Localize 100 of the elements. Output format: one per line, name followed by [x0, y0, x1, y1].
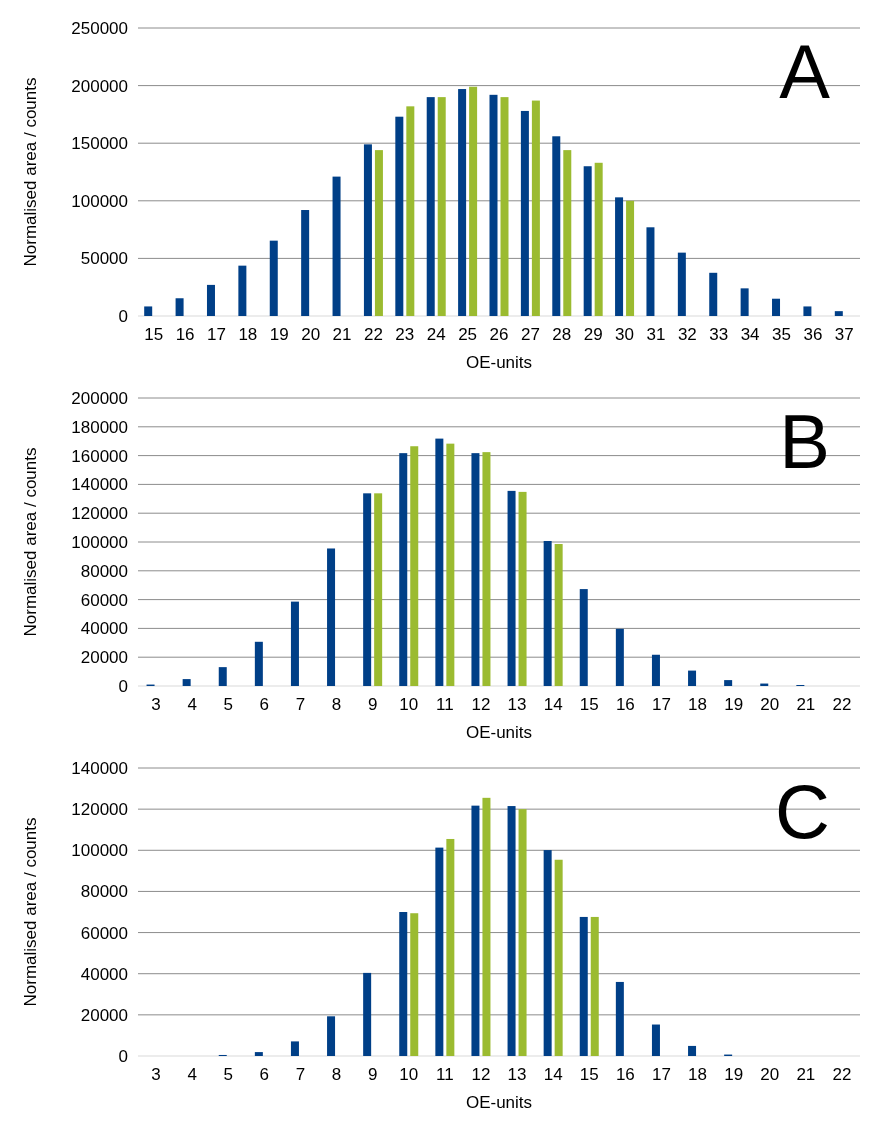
x-tick-label: 17: [651, 695, 671, 714]
bar: [332, 176, 341, 316]
x-tick-label: 11: [436, 1065, 454, 1084]
x-tick-label: 22: [832, 695, 852, 714]
bar: [437, 97, 446, 316]
y-tick-label: 150000: [71, 134, 128, 154]
x-tick-label: 21: [796, 695, 816, 714]
bar: [579, 916, 588, 1056]
bar: [500, 97, 509, 316]
y-tick-label: 140000: [71, 475, 128, 495]
bar: [182, 679, 191, 686]
y-tick-label: 140000: [71, 758, 128, 778]
bar: [363, 493, 372, 686]
bar: [254, 1052, 263, 1056]
bar: [471, 805, 480, 1056]
bar: [579, 589, 588, 686]
x-tick-label: 19: [724, 695, 744, 714]
y-tick-label: 120000: [71, 504, 128, 524]
y-tick-label: 120000: [71, 800, 128, 820]
x-tick-label: 5: [223, 695, 233, 714]
x-tick-label: 13: [507, 1065, 527, 1084]
annotation: B: [779, 399, 830, 484]
bar: [615, 197, 624, 316]
x-tick-label: 18: [238, 325, 258, 344]
bar: [834, 311, 843, 316]
y-axis-title: Normalised area / counts: [21, 817, 40, 1007]
x-tick-label: 9: [367, 695, 378, 714]
x-tick-label: 33: [709, 325, 729, 344]
bar: [426, 97, 435, 316]
x-tick-label: 14: [543, 695, 563, 714]
bar: [363, 144, 372, 316]
x-tick-label: 5: [223, 1065, 233, 1084]
bar: [458, 89, 467, 316]
bar: [363, 972, 372, 1056]
x-tick-label: 21: [332, 325, 352, 344]
x-tick-label: 3: [151, 1065, 161, 1084]
bar: [327, 1016, 336, 1056]
bar: [507, 490, 516, 686]
bar: [615, 628, 624, 686]
y-tick-label: 40000: [80, 619, 128, 639]
x-tick-label: 9: [367, 1065, 378, 1084]
x-tick-label: 22: [363, 325, 383, 344]
x-tick-label: 17: [207, 325, 226, 344]
x-tick-label: 12: [471, 1065, 491, 1084]
x-axis-title: OE-units: [465, 723, 533, 742]
y-tick-label: 100000: [71, 191, 128, 211]
bar: [290, 1041, 299, 1056]
x-tick-label: 6: [259, 695, 270, 714]
x-tick-label: 6: [259, 1065, 270, 1084]
bar: [583, 166, 592, 316]
bar: [290, 601, 299, 686]
bar: [626, 200, 635, 316]
x-tick-label: 29: [583, 325, 603, 344]
bar: [327, 548, 336, 686]
x-tick-label: 19: [269, 325, 289, 344]
x-tick-label: 15: [579, 695, 599, 714]
bar: [471, 453, 480, 686]
bar: [446, 838, 455, 1056]
bar: [518, 809, 527, 1056]
y-axis-title: Normalised area / counts: [21, 447, 40, 637]
y-tick-label: 20000: [80, 648, 128, 668]
x-tick-label: 25: [458, 325, 478, 344]
bar: [374, 150, 383, 316]
x-tick-label: 20: [760, 1065, 780, 1084]
y-tick-label: 160000: [71, 446, 128, 466]
x-tick-label: 31: [646, 325, 666, 344]
y-tick-label: 80000: [80, 561, 128, 581]
bar: [531, 100, 540, 316]
annotation: C: [775, 769, 830, 854]
x-tick-label: 27: [520, 325, 540, 344]
y-tick-label: 0: [118, 1046, 128, 1066]
bar: [543, 540, 552, 686]
x-tick-label: 21: [796, 1065, 816, 1084]
x-tick-label: 4: [187, 695, 197, 714]
y-tick-label: 20000: [80, 1005, 128, 1025]
bar: [520, 110, 529, 316]
bar: [688, 1045, 697, 1056]
bar: [410, 913, 419, 1056]
bar: [399, 453, 408, 686]
x-tick-label: 35: [772, 325, 791, 344]
x-tick-label: 23: [395, 325, 415, 344]
x-tick-label: 28: [552, 325, 572, 344]
x-tick-label: 17: [651, 1065, 671, 1084]
bar: [563, 150, 572, 316]
x-tick-label: 15: [579, 1065, 599, 1084]
bar: [803, 306, 812, 316]
bar: [724, 680, 733, 686]
x-tick-label: 13: [507, 695, 527, 714]
x-tick-label: 8: [331, 1065, 342, 1084]
x-tick-label: 18: [688, 695, 708, 714]
x-tick-label: 19: [724, 1065, 744, 1084]
bar: [594, 162, 603, 316]
y-tick-label: 0: [118, 676, 128, 696]
x-tick-label: 7: [295, 1065, 306, 1084]
bar: [677, 252, 686, 316]
bar: [709, 272, 718, 316]
annotation: A: [779, 29, 831, 114]
x-tick-label: 16: [175, 325, 195, 344]
x-axis-title: OE-units: [465, 353, 533, 372]
x-tick-label: 20: [301, 325, 321, 344]
